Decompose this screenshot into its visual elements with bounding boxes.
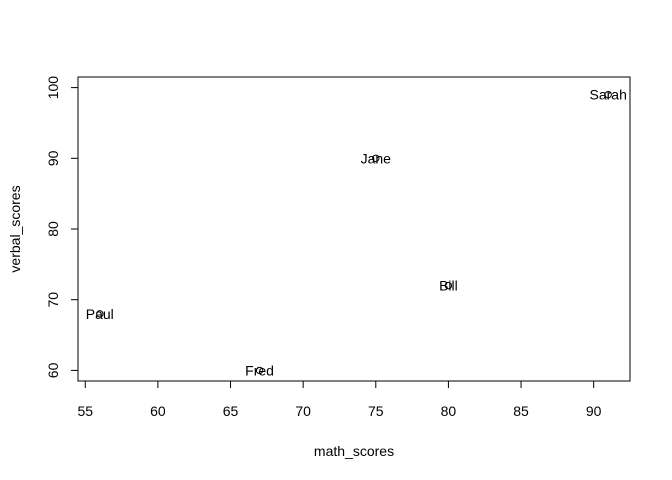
y-tick-label: 90 xyxy=(45,150,61,166)
point-label: Fred xyxy=(245,362,274,378)
y-tick-label: 70 xyxy=(45,292,61,308)
point-label: Jane xyxy=(361,150,392,166)
x-tick-label: 60 xyxy=(150,403,166,419)
x-tick-label: 85 xyxy=(513,403,529,419)
points: Paul Fred Jane Bill Sarah xyxy=(86,87,627,379)
axes: 55 60 65 70 75 80 85 90 60 70 80 90 100 xyxy=(45,76,631,419)
x-tick-label: 90 xyxy=(586,403,602,419)
x-tick-label: 55 xyxy=(77,403,93,419)
x-tick-label: 70 xyxy=(295,403,311,419)
point-label: Sarah xyxy=(590,87,627,103)
data-point xyxy=(604,90,612,99)
x-tick-label: 80 xyxy=(441,403,457,419)
x-tick-label: 75 xyxy=(368,403,384,419)
data-point xyxy=(444,281,453,290)
point-label: Bill xyxy=(439,278,458,294)
x-tick-label: 65 xyxy=(223,403,239,419)
point-label: Paul xyxy=(86,306,114,322)
y-tick-label: 60 xyxy=(45,362,61,378)
y-axis-label: verbal_scores xyxy=(7,185,23,272)
data-point xyxy=(255,366,264,375)
x-axis-label: math_scores xyxy=(314,443,394,459)
y-tick-label: 100 xyxy=(45,76,61,100)
y-tick-label: 80 xyxy=(45,221,61,237)
plot-frame xyxy=(77,76,631,382)
data-point xyxy=(372,154,380,163)
data-point xyxy=(96,310,104,318)
